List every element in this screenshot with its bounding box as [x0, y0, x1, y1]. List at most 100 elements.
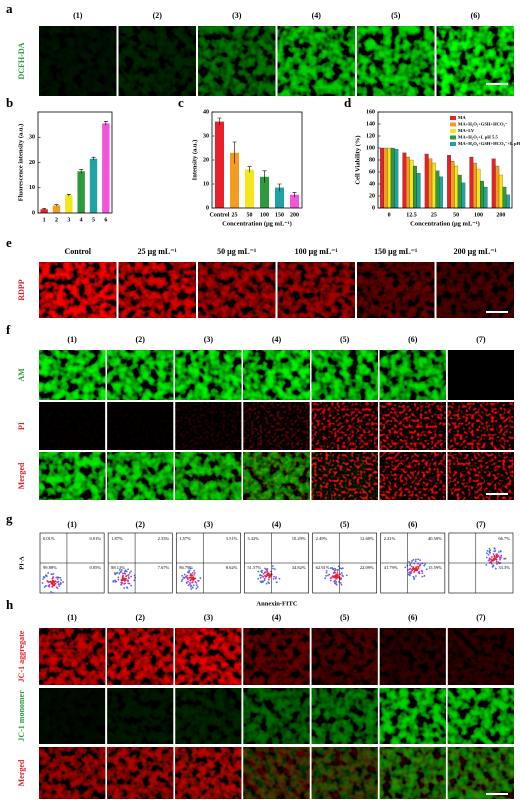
fluorescence — [175, 452, 242, 500]
plot-frame — [37, 111, 113, 214]
fluorescence — [107, 628, 174, 685]
bar — [89, 158, 98, 213]
error-bar — [217, 117, 222, 126]
y-tick-label: 10 — [29, 185, 35, 191]
fluorescence — [379, 747, 446, 799]
cytometry-dot — [123, 572, 126, 575]
cytometry-dot — [337, 568, 339, 571]
cytometry-dot — [124, 578, 126, 580]
panel-label: g — [6, 511, 13, 526]
cytometry-dot — [47, 572, 50, 574]
column-header: (7) — [476, 613, 486, 622]
cytometry-dot — [123, 586, 126, 589]
cytometry-dot — [62, 581, 64, 584]
cytometry-dot — [121, 581, 124, 584]
cytometry-dot — [122, 574, 124, 577]
bar — [439, 176, 443, 209]
bar — [409, 159, 414, 209]
cytometry-dot — [327, 574, 329, 577]
bar — [495, 165, 500, 209]
quadrant-percent: 40.50% — [428, 536, 442, 541]
column-header: (3) — [204, 613, 214, 622]
cytometry-dot — [264, 567, 266, 570]
cytometry-dot — [421, 570, 424, 573]
cytometry-dot — [125, 586, 128, 589]
cytometry-dot — [43, 586, 46, 588]
cytometry-dot — [489, 549, 492, 552]
cytometry-dot — [120, 569, 123, 571]
bar — [435, 170, 440, 209]
bar — [406, 156, 410, 209]
cytometry-dot — [187, 580, 190, 583]
quadrant-percent: 12.60% — [360, 536, 374, 541]
bar — [454, 165, 459, 209]
cytometry-dot — [189, 567, 192, 570]
cytometry-dot — [423, 564, 426, 567]
cytometry-dot — [120, 571, 122, 573]
y-tick-label: 20 — [203, 157, 209, 163]
cytometry-dot — [185, 582, 188, 584]
cytometry-dot — [498, 551, 500, 553]
error-bar — [277, 183, 282, 192]
cytometry-dot — [488, 557, 491, 560]
row-label: Merged — [17, 462, 26, 489]
cytometry-dot — [50, 591, 52, 593]
axis-label: Annexin-FITC — [256, 600, 297, 607]
fluorescence — [107, 747, 174, 799]
bar — [428, 158, 433, 209]
cytometry-dot — [117, 578, 120, 581]
cytometry-dot — [115, 580, 118, 583]
bar — [260, 176, 269, 208]
cytometry-dot — [130, 570, 132, 573]
fluorescence — [198, 26, 276, 96]
cytometry-dot — [413, 571, 415, 573]
x-tick-label: 12.5 — [406, 212, 417, 218]
fluorescence — [243, 628, 310, 685]
cytometry-dot — [130, 584, 133, 587]
bar — [390, 147, 395, 209]
x-tick-label: 200 — [290, 212, 299, 218]
panel-label: e — [6, 235, 12, 250]
fluorescence — [379, 688, 446, 744]
cytometry-dot — [190, 573, 192, 575]
fluorescence — [39, 350, 106, 400]
cytometry-dot — [51, 585, 54, 588]
cytometry-dot — [121, 572, 124, 575]
cytometry-dot — [499, 558, 501, 561]
x-tick-label: 3 — [67, 217, 70, 223]
cytometry-dot — [339, 578, 342, 581]
cytometry-dot — [415, 575, 417, 577]
cytometry-dot — [494, 557, 497, 560]
cytometry-dot — [334, 567, 336, 570]
cytometry-dot — [51, 573, 54, 576]
cytometry-dot — [340, 572, 343, 574]
y-tick-label: 160 — [366, 109, 375, 115]
cytometry-dot — [192, 584, 195, 587]
cytometry-dot — [423, 575, 426, 577]
cytometry-dot — [188, 576, 191, 579]
fluorescence — [447, 688, 514, 744]
cytometry-dot — [59, 576, 62, 579]
cytometry-dot — [424, 563, 426, 566]
cytometry-dot — [485, 552, 488, 555]
cytometry-dot — [181, 574, 184, 577]
column-header: 50 μg mL⁻¹ — [217, 247, 257, 256]
cytometry-dot — [412, 558, 415, 561]
error-bar — [247, 166, 252, 173]
plot-frame — [211, 111, 303, 209]
cytometry-dot — [410, 568, 413, 571]
cytometry-dot — [332, 568, 335, 571]
x-axis-label: Concentration (μg mL⁻¹) — [410, 220, 480, 227]
row-label: PI — [17, 422, 26, 430]
panel-label: c — [178, 95, 184, 110]
cytometry-dot — [330, 577, 333, 579]
fluorescence — [447, 452, 514, 500]
fluorescence — [175, 688, 242, 744]
quadrant-percent: 86.79% — [179, 565, 193, 570]
cytometry-dot — [485, 563, 488, 566]
cytometry-dot — [325, 574, 327, 577]
fluorescence — [311, 628, 378, 685]
cytometry-dot — [46, 580, 49, 582]
cytometry-dot — [496, 556, 498, 559]
quadrant-percent: 3.32% — [247, 536, 259, 541]
